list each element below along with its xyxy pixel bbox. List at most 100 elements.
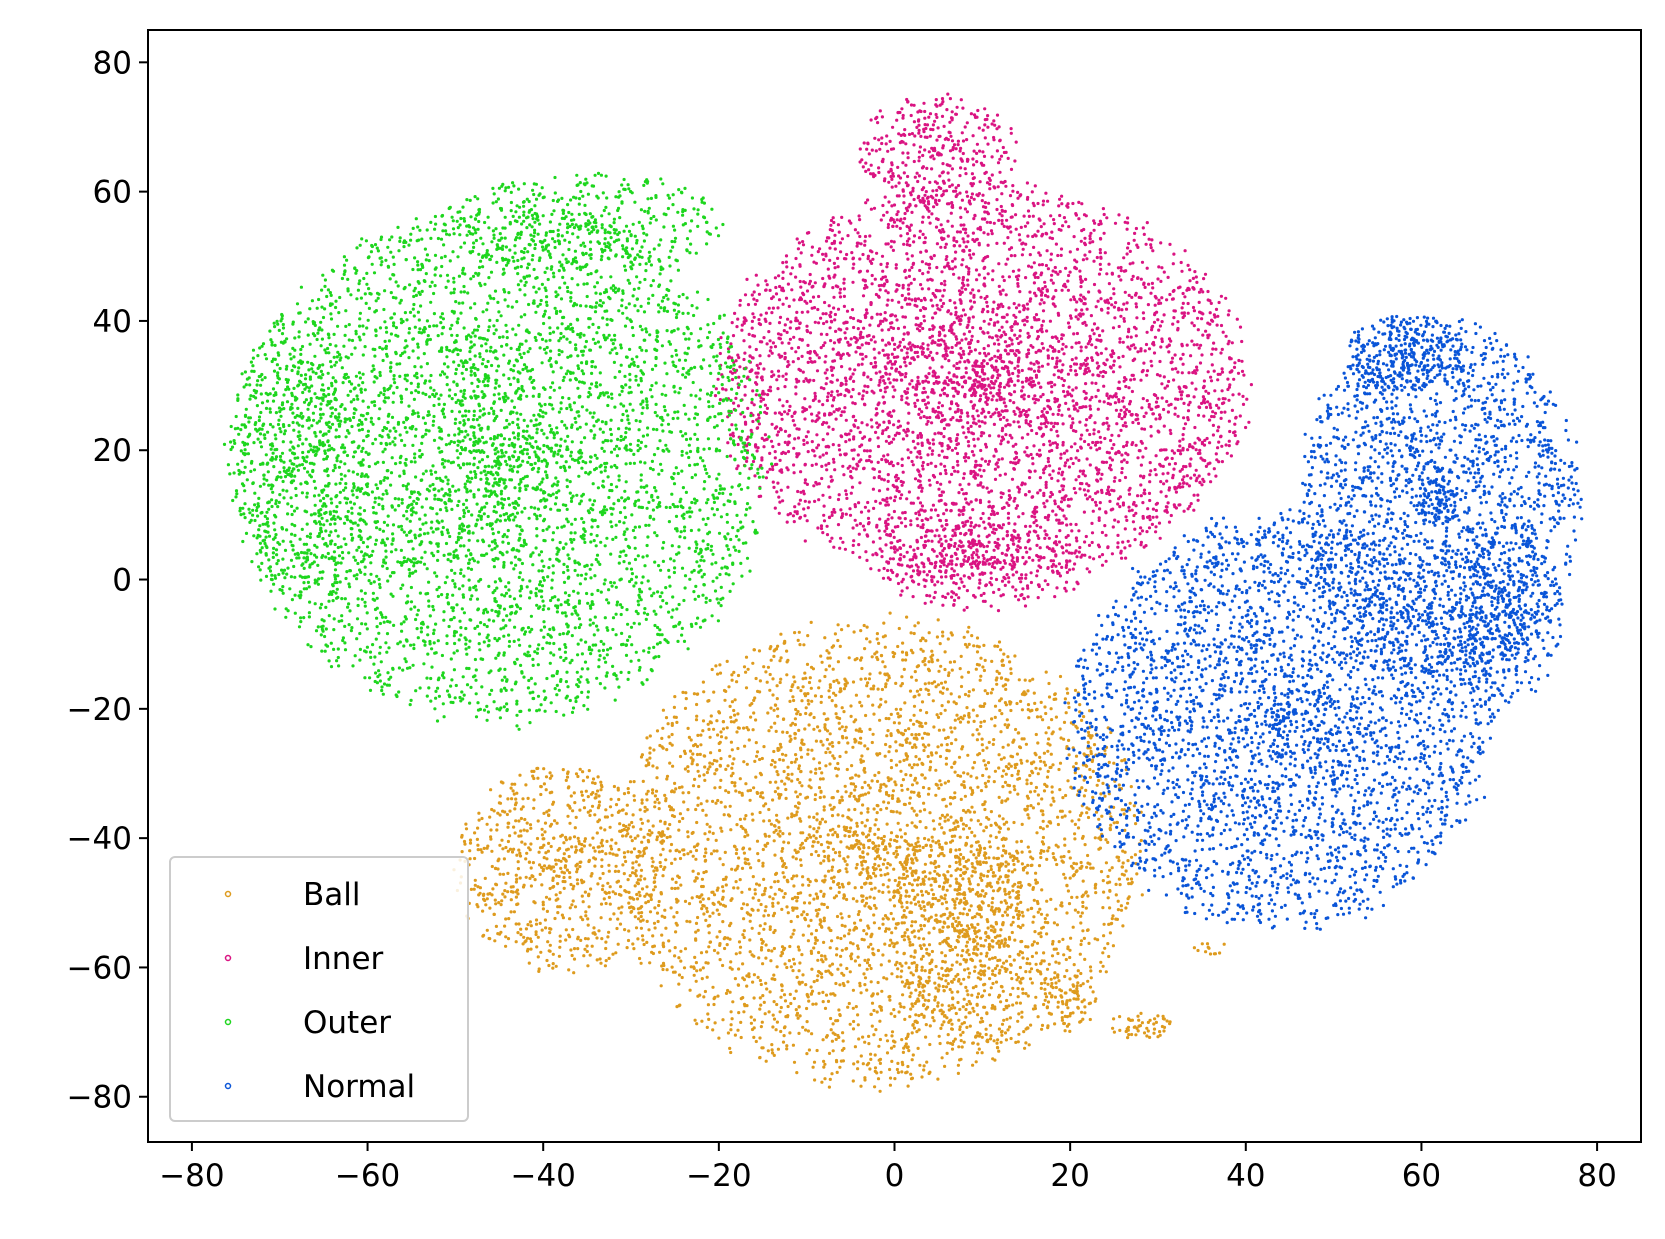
point-ball <box>640 821 645 825</box>
point-ball <box>835 914 840 919</box>
point-ball <box>816 958 820 962</box>
point-ball <box>518 854 523 858</box>
point-ball <box>943 954 948 958</box>
point-ball <box>584 914 588 918</box>
point-ball <box>886 872 890 876</box>
point-ball <box>1058 988 1062 992</box>
point-ball <box>661 708 666 712</box>
point-ball <box>514 873 518 877</box>
point-ball <box>734 851 739 856</box>
point-ball <box>717 741 721 746</box>
point-ball <box>950 948 955 952</box>
point-ball <box>742 1010 746 1014</box>
point-ball <box>822 919 826 923</box>
point-ball <box>744 782 748 786</box>
point-ball <box>817 761 822 765</box>
point-ball <box>830 939 834 943</box>
point-ball <box>675 720 679 725</box>
point-ball <box>990 1006 994 1010</box>
point-ball <box>761 796 765 800</box>
point-ball <box>1083 1005 1087 1009</box>
point-ball <box>840 734 845 739</box>
point-ball <box>677 828 681 832</box>
point-ball <box>885 734 889 738</box>
point-ball <box>923 656 927 661</box>
point-ball <box>1011 915 1016 919</box>
point-ball <box>1006 743 1010 747</box>
point-ball <box>678 856 683 861</box>
point-ball <box>989 1034 993 1038</box>
point-ball <box>609 844 613 848</box>
point-ball <box>556 897 560 901</box>
point-ball <box>988 845 992 849</box>
point-ball <box>806 939 811 943</box>
point-ball <box>936 658 940 662</box>
point-ball <box>745 984 749 988</box>
point-ball <box>691 869 695 873</box>
point-ball <box>1049 821 1053 825</box>
point-ball <box>497 801 501 805</box>
point-ball <box>778 829 782 833</box>
point-ball <box>782 641 786 645</box>
point-ball <box>548 943 552 947</box>
point-ball <box>942 1020 946 1024</box>
point-ball <box>655 797 660 802</box>
point-ball <box>904 961 908 965</box>
point-ball <box>712 893 717 897</box>
point-ball <box>823 1062 827 1066</box>
point-ball <box>805 1020 809 1024</box>
point-ball <box>473 856 477 861</box>
point-ball <box>648 961 652 965</box>
point-ball <box>971 708 976 712</box>
point-ball <box>732 670 736 675</box>
point-ball <box>783 962 787 966</box>
point-ball <box>1016 902 1020 906</box>
point-ball <box>762 745 766 749</box>
point-ball <box>638 808 642 812</box>
point-ball <box>500 899 504 903</box>
point-ball <box>651 791 655 795</box>
point-ball <box>769 822 774 826</box>
point-ball <box>982 668 987 673</box>
point-ball <box>659 892 664 896</box>
point-ball <box>928 871 932 875</box>
point-ball <box>784 753 788 757</box>
point-ball <box>728 704 732 709</box>
point-ball <box>776 714 780 718</box>
point-ball <box>1112 821 1116 825</box>
point-ball <box>658 819 663 823</box>
point-ball <box>927 999 931 1003</box>
point-ball <box>796 638 800 643</box>
point-ball <box>991 889 996 893</box>
point-ball <box>657 903 661 908</box>
point-ball <box>901 1050 906 1054</box>
point-ball <box>743 857 747 861</box>
point-ball <box>497 857 501 861</box>
point-ball <box>967 927 971 931</box>
point-ball <box>977 732 981 736</box>
point-ball <box>1099 870 1104 874</box>
point-ball <box>882 800 886 804</box>
point-ball <box>748 847 752 851</box>
point-ball <box>943 708 947 712</box>
point-ball <box>704 961 708 965</box>
point-ball <box>906 935 910 939</box>
point-ball <box>596 820 600 824</box>
point-ball <box>679 959 683 963</box>
point-ball <box>1120 872 1124 876</box>
point-ball <box>974 1060 978 1064</box>
point-ball <box>1013 788 1017 792</box>
point-ball <box>917 929 921 933</box>
point-ball <box>940 743 944 747</box>
point-ball <box>959 898 963 902</box>
point-ball <box>1047 726 1051 730</box>
point-ball <box>771 914 776 918</box>
point-ball <box>883 914 888 918</box>
point-ball <box>885 916 889 920</box>
point-ball <box>956 824 960 829</box>
point-ball <box>670 886 674 891</box>
point-ball <box>732 708 736 713</box>
point-ball <box>832 691 836 695</box>
point-ball <box>1023 1046 1027 1050</box>
point-ball <box>667 804 672 809</box>
